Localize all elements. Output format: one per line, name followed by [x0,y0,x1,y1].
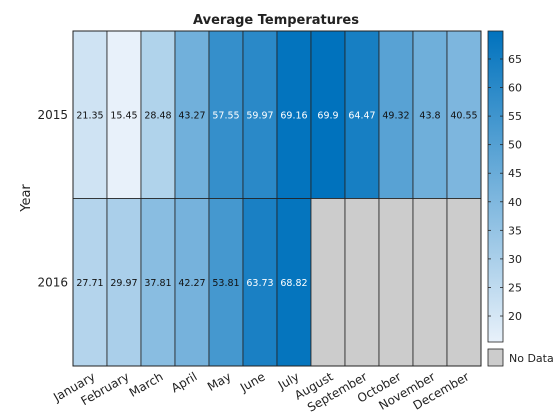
cell-value-label: 40.55 [450,110,477,121]
cell-value-label: 21.35 [76,110,103,121]
y-axis-label: Year [19,184,34,213]
colorbar-tick-label: 45 [508,167,522,180]
x-tick-label: March [127,369,166,399]
colorbar-gradient [487,30,504,343]
cell-value-label: 69.16 [280,110,307,121]
no-data-label: No Data [509,352,554,365]
cell-value-label: 37.81 [144,278,171,289]
heatmap-cell [174,30,210,199]
heatmap-cell [208,198,244,367]
heatmap-cell [174,198,210,367]
no-data-legend: No Data [487,348,554,367]
colorbar-tick-label: 30 [508,253,522,266]
colorbar-tick-label: 20 [508,310,522,323]
cell-value-label: 49.32 [382,110,409,121]
cell-value-label: 28.48 [144,110,171,121]
heatmap-cells: 21.35 15.45 28.48 43.27 57.55 59.97 69.16 69.9 6… [72,30,482,367]
cell-value-label: 57.55 [212,110,239,121]
heatmap-cell [276,198,312,367]
cell-value-label: 68.82 [280,278,307,289]
heatmap-cell [106,198,142,367]
chart-title: Average Temperatures [193,13,359,28]
cell-value-label: 63.73 [246,278,273,289]
heatmap-cell [310,198,346,367]
heatmap-cell [378,198,414,367]
cell-value-label: 64.47 [348,110,375,121]
colorbar-tick-label: 40 [508,196,522,209]
heatmap-cell [310,30,346,199]
heatmap-cell [344,198,380,367]
heatmap-cell [446,198,482,367]
heatmap-cell [242,198,278,367]
plot-frame [72,30,482,367]
no-data-swatch [487,348,504,367]
colorbar-tick-label: 35 [508,224,522,237]
heatmap-cell [242,30,278,199]
cell-value-label: 69.9 [317,110,338,121]
cell-value-label: 42.27 [178,278,205,289]
colorbar-tick-label: 55 [508,110,522,123]
cell-value-label: 29.97 [110,278,137,289]
x-tick-label: April [169,369,200,395]
colorbar-tick-label: 60 [508,82,522,95]
cell-value-label: 53.81 [212,278,239,289]
heatmap-cell [106,30,142,199]
colorbar-tick-label: 65 [508,53,522,66]
colorbar-tick-label: 25 [508,281,522,294]
colorbar: 20 25 30 35 40 45 50 55 60 65 [487,30,522,343]
heatmap-cell [72,30,108,199]
cell-value-label: 15.45 [110,110,137,121]
y-tick-labels: 2015 2016 [37,108,68,290]
heatmap-cell [412,198,448,367]
x-tick-label: June [237,369,268,395]
cell-value-label: 43.8 [419,110,440,121]
x-tick-label: May [205,369,233,394]
heatmap-cell [378,30,414,199]
colorbar-tick-label: 50 [508,139,522,152]
cell-value-label: 43.27 [178,110,205,121]
cell-value-label: 59.97 [246,110,273,121]
y-tick-label: 2016 [37,275,68,289]
cell-value-label: 27.71 [76,278,103,289]
y-tick-label: 2015 [37,108,68,122]
heatmap-cell [446,30,482,199]
